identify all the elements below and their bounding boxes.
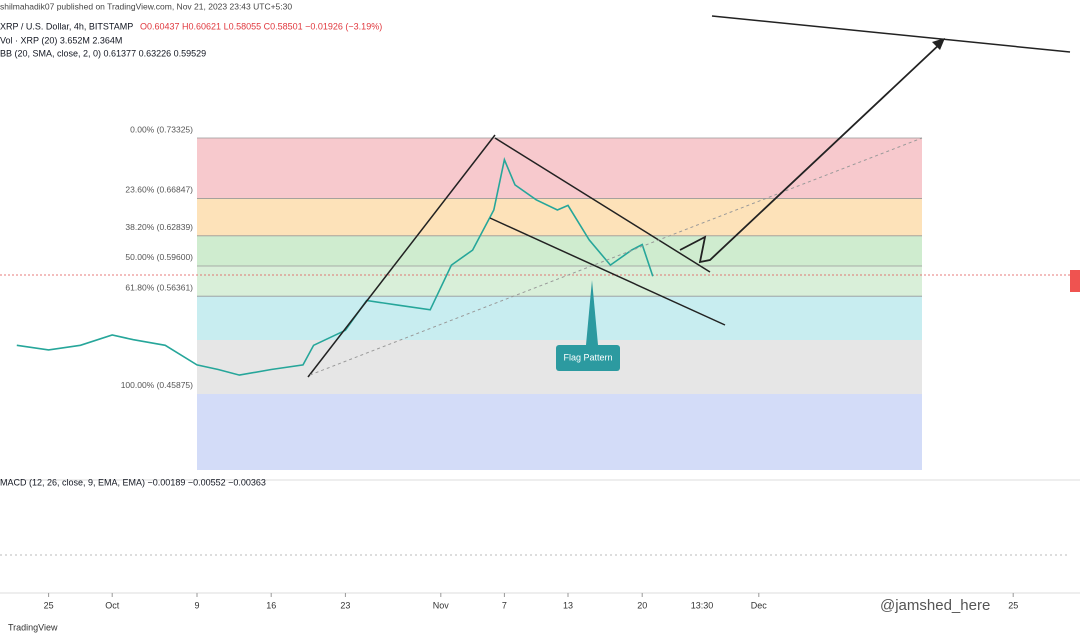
plot bbox=[16, 157, 654, 376]
fib-label: 50.00% (0.59600) bbox=[125, 252, 193, 262]
callout-pointer bbox=[586, 280, 598, 345]
x-tick-label: 13 bbox=[563, 600, 573, 610]
arrow-head bbox=[932, 38, 945, 50]
x-tick-label: 7 bbox=[502, 600, 507, 610]
x-tick-label: 23 bbox=[340, 600, 350, 610]
callout-text: Flag Pattern bbox=[563, 352, 612, 362]
x-tick-label: 25 bbox=[1008, 600, 1018, 610]
flag-upper bbox=[494, 137, 711, 273]
x-tick-label: Nov bbox=[433, 600, 450, 610]
macd-legend: MACD (12, 26, close, 9, EMA, EMA) −0.001… bbox=[0, 477, 266, 487]
x-tick-label: 16 bbox=[266, 600, 276, 610]
brand: TradingView bbox=[8, 622, 58, 632]
fib-label: 0.00% (0.73325) bbox=[130, 124, 193, 134]
fib-label: 23.60% (0.66847) bbox=[125, 185, 193, 195]
symbol: XRP / U.S. Dollar, 4h, BITSTAMP bbox=[0, 21, 133, 31]
dotted-projection bbox=[309, 137, 923, 376]
fib-zone bbox=[197, 235, 922, 266]
ohlc: O0.60437 H0.60621 L0.58055 C0.58501 −0.0… bbox=[140, 21, 382, 31]
x-tick-label: Dec bbox=[751, 600, 768, 610]
fib-zone-blue bbox=[197, 394, 922, 470]
projection-arrow bbox=[679, 41, 943, 264]
x-tick-label: 20 bbox=[637, 600, 647, 610]
x-tick-label: 25 bbox=[44, 600, 54, 610]
price-tag bbox=[1070, 270, 1080, 292]
watermark: @jamshed_here bbox=[880, 597, 990, 614]
fib-label: 100.00% (0.45875) bbox=[121, 380, 193, 390]
fib-zone bbox=[197, 198, 922, 236]
trendline bbox=[307, 134, 496, 378]
x-tick-label: 9 bbox=[194, 600, 199, 610]
x-tick-label: Oct bbox=[105, 600, 120, 610]
callout-box bbox=[556, 345, 620, 371]
time-label: 13:30 bbox=[691, 600, 714, 610]
resistance-line bbox=[711, 15, 1071, 53]
bb-legend: BB (20, SMA, close, 2, 0) 0.61377 0.6322… bbox=[0, 48, 206, 58]
fib-label: 61.80% (0.56361) bbox=[125, 282, 193, 292]
price-line bbox=[16, 157, 654, 376]
flag-lower bbox=[489, 217, 726, 326]
fib-label: 38.20% (0.62839) bbox=[125, 222, 193, 232]
volume-legend: Vol · XRP (20) 3.652M 2.364M bbox=[0, 35, 122, 45]
fib-zone bbox=[197, 265, 922, 297]
published-line: shilmahadik07 published on TradingView.c… bbox=[0, 1, 292, 11]
fib-zone bbox=[197, 138, 922, 199]
